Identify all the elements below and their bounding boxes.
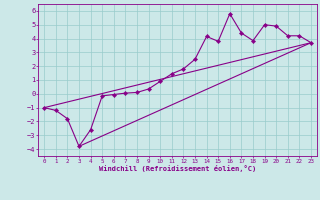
X-axis label: Windchill (Refroidissement éolien,°C): Windchill (Refroidissement éolien,°C) [99,165,256,172]
